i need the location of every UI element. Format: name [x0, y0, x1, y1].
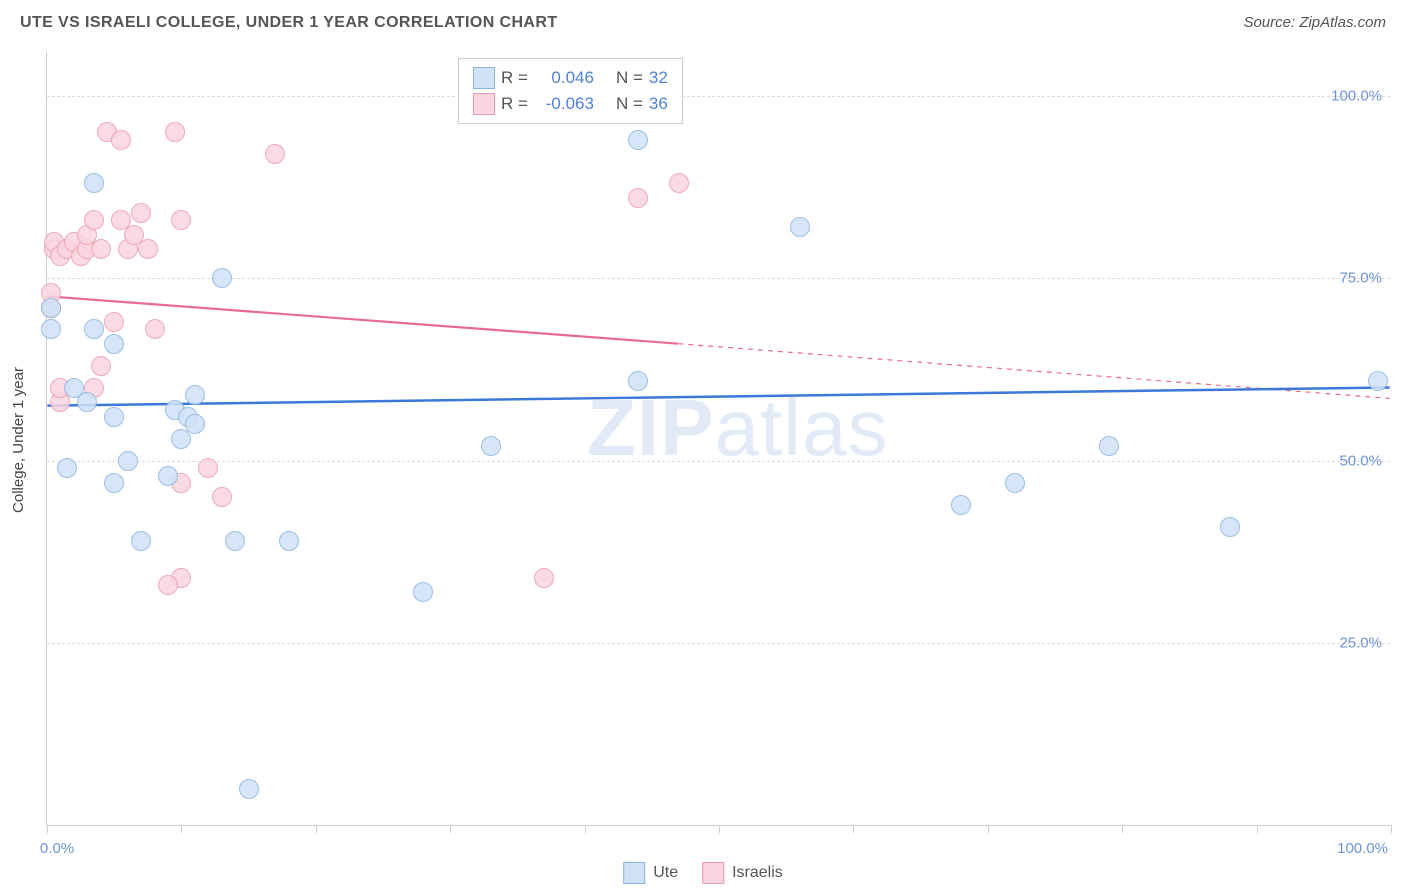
grid-line — [47, 643, 1390, 644]
data-point-ute — [131, 531, 151, 551]
source-label: Source: ZipAtlas.com — [1243, 14, 1386, 31]
data-point-israelis — [145, 319, 165, 339]
legend-label-israelis: Israelis — [732, 864, 783, 882]
data-point-israelis — [138, 239, 158, 259]
data-point-ute — [104, 407, 124, 427]
x-tick — [450, 825, 451, 833]
data-point-israelis — [628, 188, 648, 208]
x-tick — [47, 825, 48, 833]
title-bar: UTE VS ISRAELI COLLEGE, UNDER 1 YEAR COR… — [20, 14, 1386, 32]
data-point-ute — [57, 458, 77, 478]
y-tick-label: 25.0% — [1339, 635, 1382, 652]
r-label: R = — [501, 94, 528, 114]
trend-lines-svg — [47, 52, 1390, 825]
swatch-ute — [473, 67, 495, 89]
n-label: N = — [616, 68, 643, 88]
trend-line — [47, 296, 678, 343]
data-point-ute — [158, 466, 178, 486]
y-axis-title: College, Under 1 year — [10, 367, 27, 513]
data-point-ute — [239, 779, 259, 799]
data-point-ute — [628, 371, 648, 391]
legend-correlation: R = 0.046 N = 32 R = -0.063 N = 36 — [458, 58, 683, 124]
data-point-ute — [41, 298, 61, 318]
data-point-israelis — [104, 312, 124, 332]
x-tick — [585, 825, 586, 833]
chart-title: UTE VS ISRAELI COLLEGE, UNDER 1 YEAR COR… — [20, 14, 558, 32]
swatch-israelis-bottom — [702, 862, 724, 884]
grid-line — [47, 461, 1390, 462]
data-point-ute — [84, 319, 104, 339]
data-point-ute — [1368, 371, 1388, 391]
data-point-ute — [41, 319, 61, 339]
y-tick-label: 50.0% — [1339, 452, 1382, 469]
swatch-israelis — [473, 93, 495, 115]
data-point-ute — [790, 217, 810, 237]
data-point-israelis — [91, 356, 111, 376]
data-point-ute — [628, 130, 648, 150]
n-value-israelis: 36 — [649, 94, 668, 114]
data-point-ute — [185, 414, 205, 434]
data-point-israelis — [131, 203, 151, 223]
swatch-ute-bottom — [623, 862, 645, 884]
x-tick — [181, 825, 182, 833]
data-point-ute — [481, 436, 501, 456]
x-tick — [853, 825, 854, 833]
data-point-ute — [185, 385, 205, 405]
data-point-israelis — [165, 122, 185, 142]
data-point-israelis — [534, 568, 554, 588]
x-axis-label-left: 0.0% — [40, 840, 74, 857]
data-point-israelis — [265, 144, 285, 164]
data-point-ute — [951, 495, 971, 515]
data-point-israelis — [198, 458, 218, 478]
legend-row-ute: R = 0.046 N = 32 — [473, 65, 668, 91]
y-tick-label: 75.0% — [1339, 270, 1382, 287]
x-tick — [316, 825, 317, 833]
data-point-ute — [64, 378, 84, 398]
legend-item-israelis: Israelis — [702, 862, 783, 884]
legend-row-israelis: R = -0.063 N = 36 — [473, 91, 668, 117]
trend-line — [47, 387, 1389, 405]
plot-area: ZIPatlas 25.0%50.0%75.0%100.0% — [46, 52, 1390, 826]
data-point-israelis — [111, 130, 131, 150]
n-label: N = — [616, 94, 643, 114]
n-value-ute: 32 — [649, 68, 668, 88]
grid-line — [47, 278, 1390, 279]
data-point-israelis — [84, 210, 104, 230]
x-tick — [1391, 825, 1392, 833]
x-tick — [988, 825, 989, 833]
data-point-ute — [225, 531, 245, 551]
data-point-ute — [413, 582, 433, 602]
grid-line — [47, 96, 1390, 97]
data-point-ute — [84, 173, 104, 193]
data-point-ute — [104, 473, 124, 493]
data-point-israelis — [669, 173, 689, 193]
y-tick-label: 100.0% — [1331, 87, 1382, 104]
trend-line — [678, 344, 1389, 399]
data-point-ute — [118, 451, 138, 471]
data-point-ute — [1005, 473, 1025, 493]
x-axis-label-right: 100.0% — [1337, 840, 1388, 857]
data-point-israelis — [91, 239, 111, 259]
x-tick — [719, 825, 720, 833]
data-point-israelis — [158, 575, 178, 595]
legend-series: Ute Israelis — [623, 862, 783, 884]
x-tick — [1122, 825, 1123, 833]
data-point-ute — [212, 268, 232, 288]
data-point-ute — [279, 531, 299, 551]
legend-item-ute: Ute — [623, 862, 678, 884]
data-point-ute — [1220, 517, 1240, 537]
r-value-israelis: -0.063 — [534, 94, 594, 114]
data-point-israelis — [212, 487, 232, 507]
data-point-israelis — [171, 210, 191, 230]
r-value-ute: 0.046 — [534, 68, 594, 88]
r-label: R = — [501, 68, 528, 88]
data-point-ute — [1099, 436, 1119, 456]
data-point-ute — [104, 334, 124, 354]
x-tick — [1257, 825, 1258, 833]
legend-label-ute: Ute — [653, 864, 678, 882]
